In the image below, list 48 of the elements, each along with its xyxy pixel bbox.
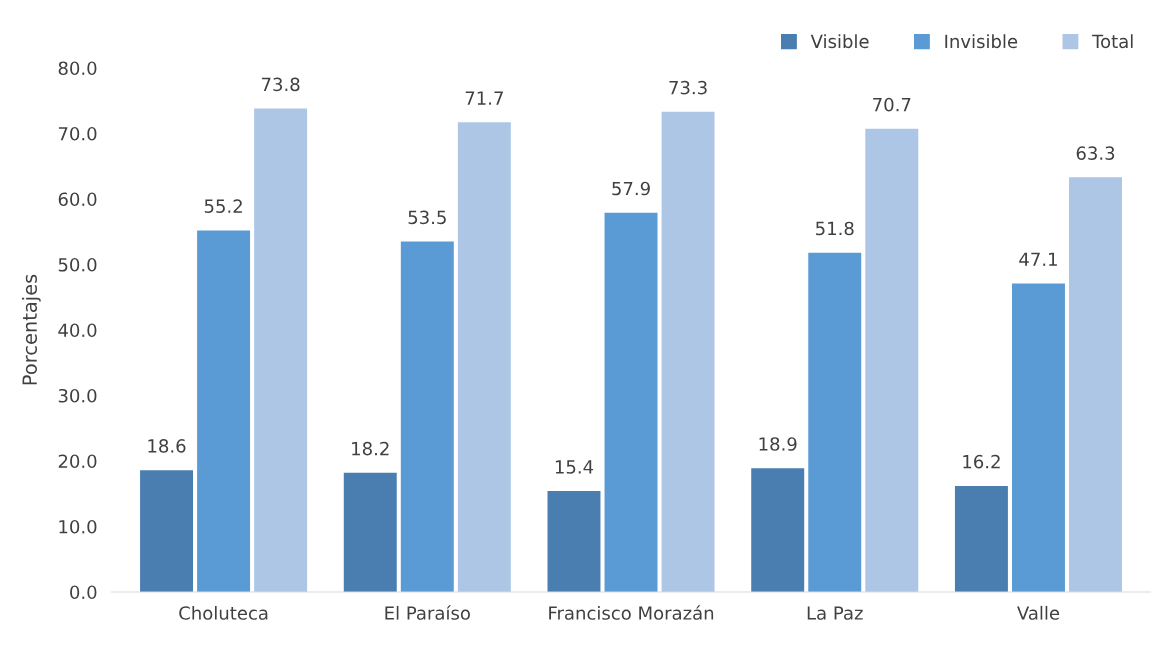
data-label: 15.4 [555, 460, 594, 474]
data-label: 16.2 [963, 454, 1000, 469]
legend-label: Invisible [945, 34, 1018, 49]
bar [254, 108, 308, 592]
bar [751, 468, 805, 592]
bar [661, 111, 715, 592]
data-label: 53.5 [408, 210, 446, 225]
data-label: 18.6 [148, 439, 186, 453]
data-label: 18.9 [759, 437, 797, 451]
data-label: 70.7 [873, 97, 911, 112]
y-tick-label: 10.0 [59, 519, 97, 534]
x-tick-label: Valle [1017, 605, 1060, 620]
x-tick-label: Francisco Morazán [549, 605, 714, 620]
x-tick-label: La Paz [807, 606, 863, 620]
y-tick-label: 20.0 [58, 454, 97, 469]
bar [457, 122, 511, 592]
y-tick-label: 50.0 [58, 257, 97, 272]
bar [954, 485, 1008, 592]
data-label: 63.3 [1076, 146, 1115, 160]
bar [140, 470, 194, 592]
bar [343, 472, 397, 592]
data-label: 18.2 [352, 441, 389, 456]
bar [865, 128, 919, 592]
legend-label: Visible [810, 34, 869, 49]
data-label: 71.7 [465, 91, 503, 105]
bar [808, 252, 862, 592]
legend-label: Total [1092, 34, 1133, 49]
y-tick-label: 80.0 [58, 61, 97, 76]
bar [197, 230, 251, 592]
data-label: 57.9 [612, 181, 650, 196]
y-tick-label: 0.0 [70, 585, 97, 600]
x-tick-label: El Paraíso [385, 605, 470, 620]
data-label: 73.8 [262, 77, 300, 92]
bar [547, 491, 601, 592]
y-tick-label: 60.0 [58, 192, 97, 207]
y-tick-label: 70.0 [58, 126, 97, 141]
bar [604, 212, 658, 592]
x-tick-label: Choluteca [179, 605, 268, 620]
bar [1011, 283, 1065, 592]
data-label: 73.3 [669, 80, 707, 95]
data-label: 47.1 [1019, 252, 1057, 266]
y-tick-label: 40.0 [58, 323, 97, 338]
y-axis-title: Porcentajes [21, 274, 41, 385]
data-label: 55.2 [204, 199, 242, 214]
y-tick-label: 30.0 [58, 388, 97, 403]
bar [400, 241, 454, 592]
bar [1069, 177, 1122, 592]
data-label: 51.8 [816, 221, 854, 236]
